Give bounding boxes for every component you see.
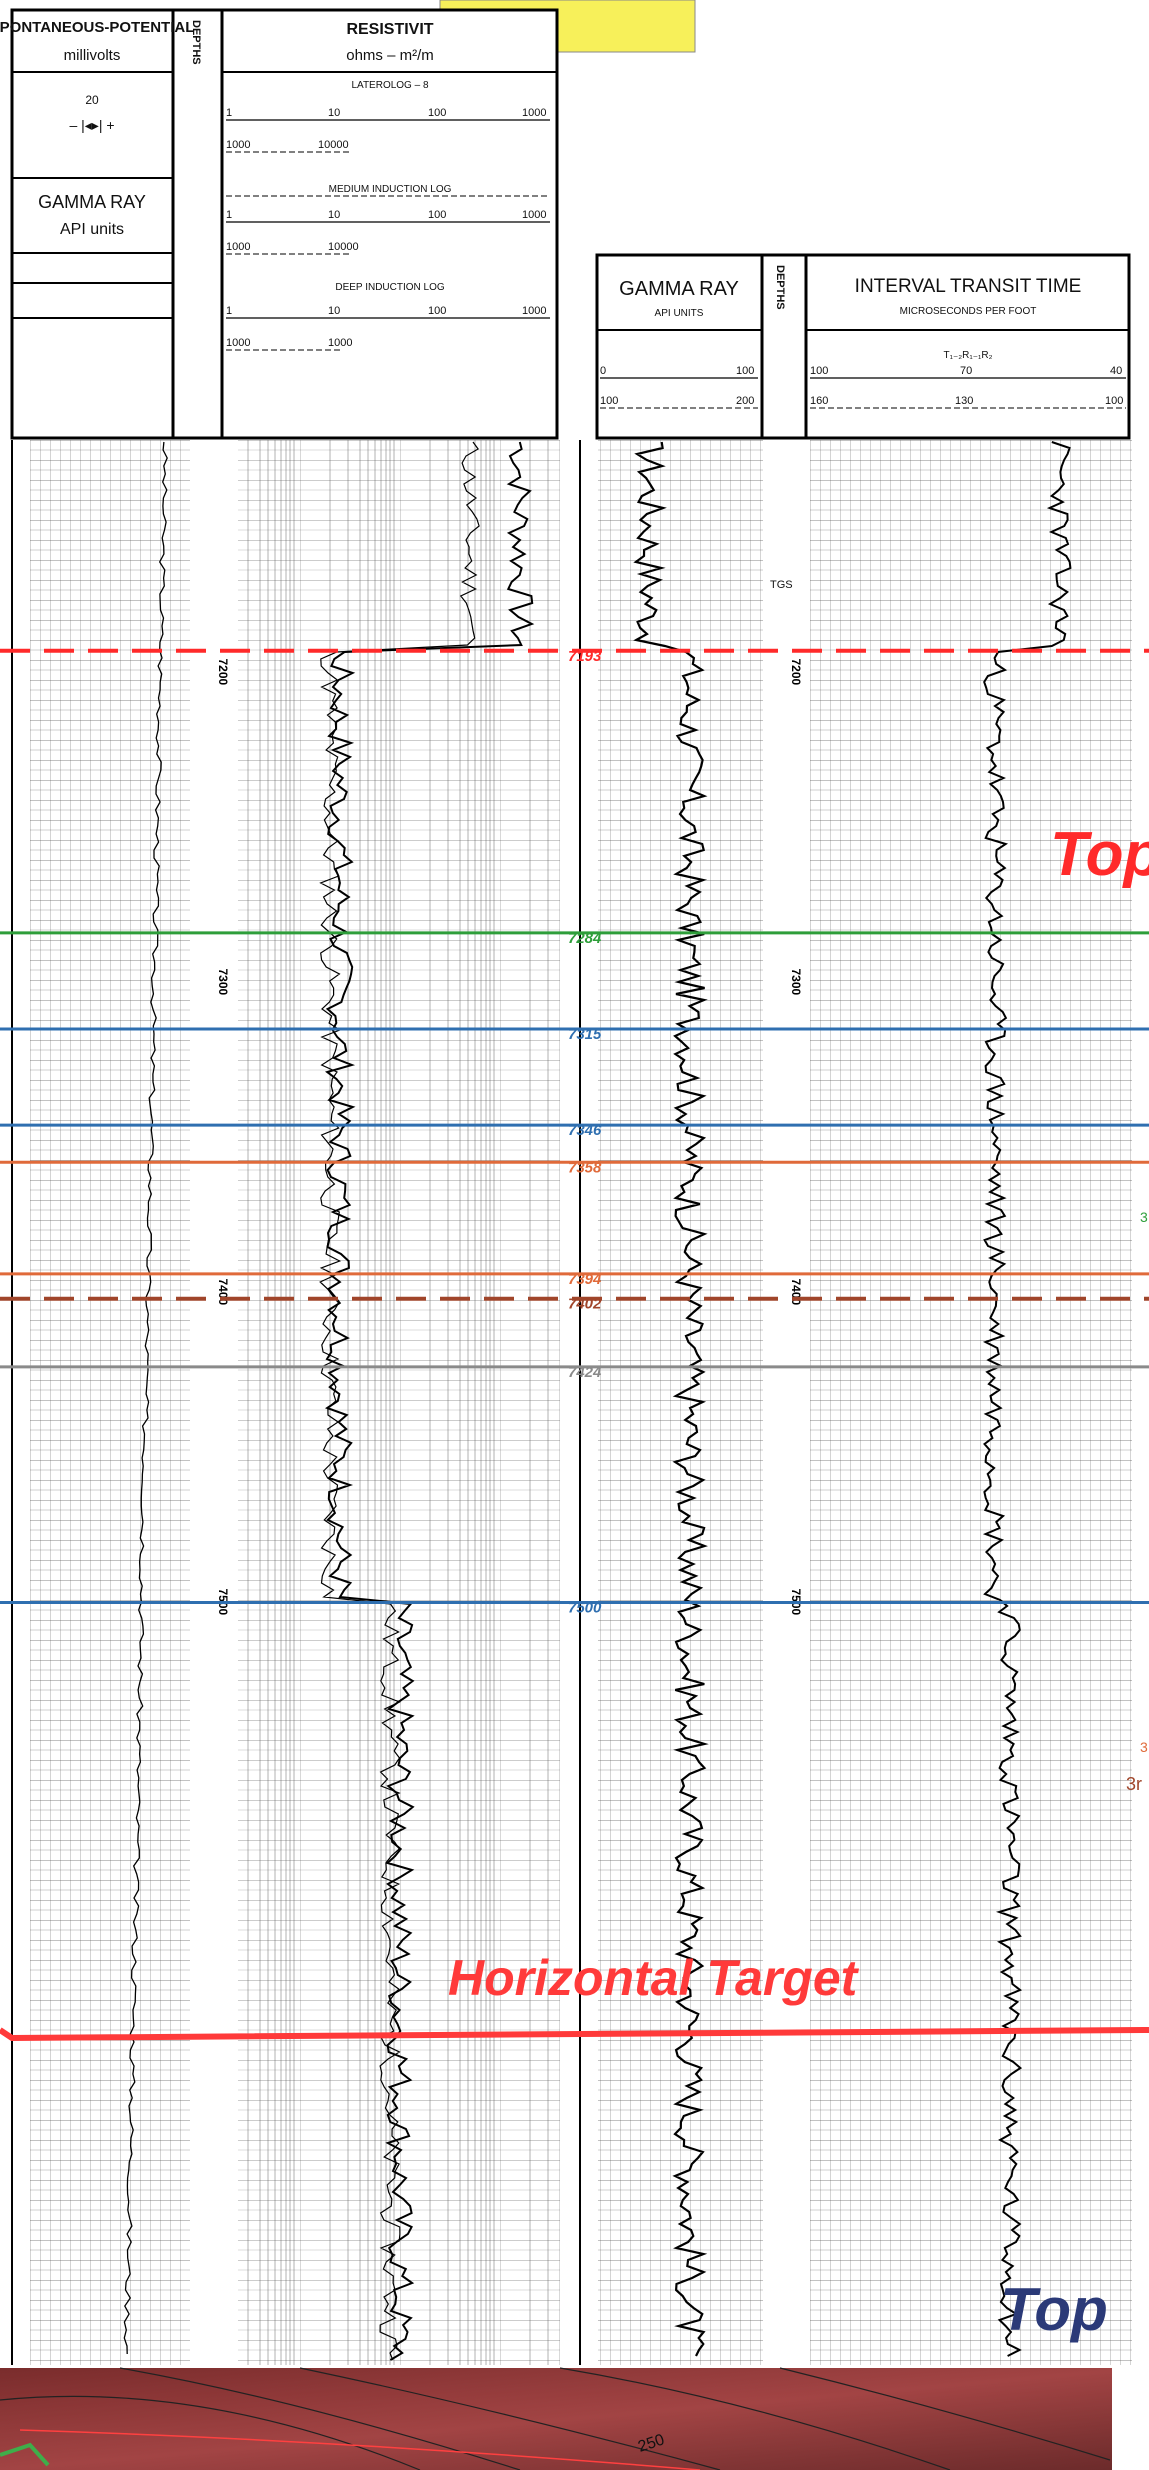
depth-tick-label: 7200 <box>789 659 803 686</box>
marker-depth-label: 7394 <box>568 1271 602 1288</box>
resistivity-deep-curve <box>324 441 535 2361</box>
right-header: GAMMA RAY API UNITS DEPTHS INTERVAL TRAN… <box>595 253 1131 440</box>
tgs-label: TGS <box>770 579 793 591</box>
right-edge-label-1: 3 <box>1140 1209 1148 1225</box>
gr-right-title: GAMMA RAY <box>619 278 739 300</box>
scale-c-low-1: 1000 <box>226 337 250 349</box>
log-tracks <box>11 440 1132 2365</box>
interval-transit-time-curve <box>982 441 1072 2357</box>
depth-tick-label: 7300 <box>216 969 230 996</box>
scale-c-2: 10 <box>328 305 340 317</box>
map-strip: 250 <box>0 2367 1149 2470</box>
resistivity-track <box>238 440 560 2365</box>
marker-depth-label: 7500 <box>568 1600 602 1617</box>
scale-a-1: 1 <box>226 107 232 119</box>
depth-tick-label: 7400 <box>789 1279 803 1306</box>
annotation-top-red: Top <box>1050 820 1149 889</box>
scale-b-low-2: 10000 <box>328 241 359 253</box>
itt-scale-1-b: 70 <box>960 365 972 377</box>
gr-left-title: GAMMA RAY <box>38 192 146 212</box>
gr-left-units: API units <box>60 221 124 238</box>
itt-title: INTERVAL TRANSIT TIME <box>855 276 1082 297</box>
annotation-horizontal-target: Horizontal Target <box>448 1950 860 2006</box>
right-edge-label-2: 3 <box>1140 1739 1148 1755</box>
scale-c-1: 1 <box>226 305 232 317</box>
gr-scale-1-high: 100 <box>736 365 754 377</box>
itt-scale-2-c: 100 <box>1105 395 1123 407</box>
gr-scale-2-low: 100 <box>600 395 618 407</box>
scale-a-2: 10 <box>328 107 340 119</box>
marker-depth-label: 7284 <box>568 930 602 947</box>
depth-tick-label: 7400 <box>216 1279 230 1306</box>
scale-b-2: 10 <box>328 209 340 221</box>
marker-depth-label: 7193 <box>568 648 602 665</box>
depth-tick-label: 7300 <box>789 969 803 996</box>
scale-c-3: 100 <box>428 305 446 317</box>
log-curves <box>123 441 1072 2361</box>
right-edge-label-3: 3r <box>1126 1774 1142 1794</box>
scale-b-low-1: 1000 <box>226 241 250 253</box>
scale-c-4: 1000 <box>522 305 546 317</box>
depth-tick-label: 7200 <box>216 659 230 686</box>
scale-b-4: 1000 <box>522 209 546 221</box>
annotation-top-blue: Top <box>1000 2276 1108 2343</box>
marker-lines: 7193 7284 7315 7346 7358 7394 7402 7424 7500 <box>0 648 1149 1617</box>
scale-b-1: 1 <box>226 209 232 221</box>
scale-b-3: 100 <box>428 209 446 221</box>
sp-title: SPONTANEOUS-POTENTIAL <box>0 19 194 36</box>
horizontal-target-line <box>0 2027 1149 2042</box>
gr-track <box>598 440 763 2365</box>
itt-formula: T₁₋₂R₁₋₁R₂ <box>944 350 993 361</box>
scale-a-4: 1000 <box>522 107 546 119</box>
gr-scale-2-high: 200 <box>736 395 754 407</box>
marker-depth-label: 7424 <box>568 1364 602 1381</box>
itt-track <box>810 440 1132 2365</box>
left-header: SPONTANEOUS-POTENTIAL millivolts 20 – |◂… <box>0 8 559 440</box>
itt-units: MICROSECONDS PER FOOT <box>900 306 1037 317</box>
sp-track <box>30 440 190 2365</box>
sp-scale-marks: – |◂▸| + <box>69 117 114 133</box>
gr-right-units: API UNITS <box>655 308 704 319</box>
resistivity-shallow-curve <box>319 441 480 2361</box>
gamma-ray-curve <box>633 441 709 2357</box>
gr-scale-1-low: 0 <box>600 365 606 377</box>
scale-a-low-1: 1000 <box>226 139 250 151</box>
sp-scale-value: 20 <box>85 93 99 107</box>
sp-units: millivolts <box>64 47 121 64</box>
scale-a-low-2: 10000 <box>318 139 349 151</box>
marker-depth-label: 7358 <box>568 1159 602 1176</box>
right-depths-label: DEPTHS <box>774 265 786 310</box>
scale-a-3: 100 <box>428 107 446 119</box>
itt-scale-1-c: 40 <box>1110 365 1122 377</box>
marker-depth-label: 7346 <box>568 1122 602 1139</box>
itt-scale-2-b: 130 <box>955 395 973 407</box>
resistivity-title: RESISTIVIT <box>346 21 433 38</box>
deep-induction-title: DEEP INDUCTION LOG <box>335 282 444 293</box>
marker-depth-label: 7402 <box>568 1296 602 1313</box>
resistivity-units: ohms – m²/m <box>346 47 434 64</box>
marker-depth-label: 7315 <box>568 1026 602 1043</box>
laterolog-title: LATEROLOG – 8 <box>351 80 429 91</box>
scale-c-low-2: 1000 <box>328 337 352 349</box>
itt-scale-1-a: 100 <box>810 365 828 377</box>
itt-scale-2-a: 160 <box>810 395 828 407</box>
left-depths-label: DEPTHS <box>190 20 202 65</box>
medium-induction-title: MEDIUM INDUCTION LOG <box>329 184 452 195</box>
